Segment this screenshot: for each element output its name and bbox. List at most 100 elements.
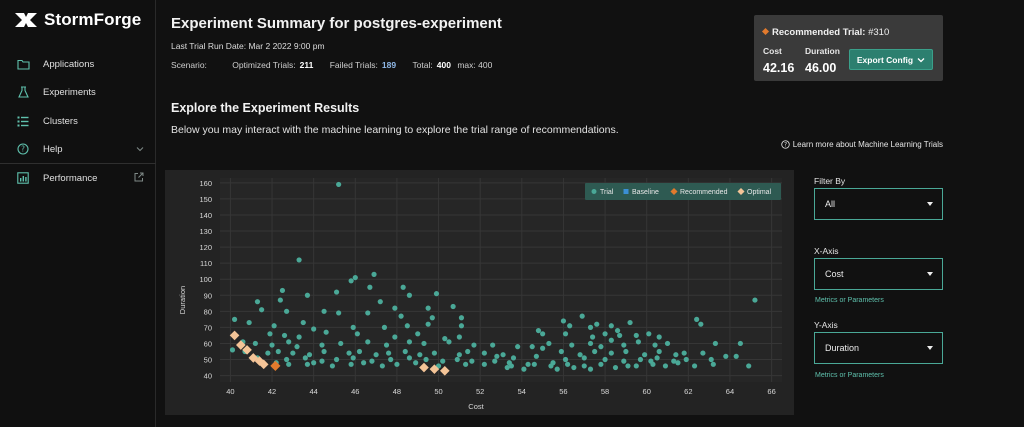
sidebar-item-clusters[interactable]: Clusters	[0, 109, 156, 133]
trial-point	[254, 299, 261, 305]
y-tick-label: 50	[204, 356, 212, 365]
recommended-trial-number: #310	[865, 27, 890, 38]
trial-point	[508, 363, 515, 369]
sidebar-item-help[interactable]: ? Help	[0, 137, 156, 161]
trial-point	[481, 361, 487, 367]
external-link-icon[interactable]	[134, 172, 144, 184]
trial-point	[279, 287, 286, 294]
trial-point	[633, 363, 639, 369]
filter-label: Filter By	[814, 176, 846, 186]
legend-marker	[623, 189, 629, 194]
caret-down-icon	[927, 202, 933, 206]
trial-point	[271, 323, 277, 329]
trial-point	[267, 331, 273, 337]
optimal-point	[236, 340, 246, 350]
trial-point	[350, 324, 356, 330]
x-tick-label: 64	[726, 387, 734, 396]
yaxis-label: Y-Axis	[814, 320, 838, 330]
trial-point	[560, 318, 567, 324]
trial-point	[562, 356, 569, 363]
x-tick-label: 46	[351, 387, 359, 396]
trial-point	[402, 348, 408, 355]
trial-point	[642, 352, 648, 358]
trial-point	[671, 358, 677, 364]
trial-point	[587, 340, 594, 347]
trial-point	[383, 342, 390, 348]
yaxis-metrics-link[interactable]: Metrics or Parameters	[815, 372, 884, 379]
xaxis-metrics-link[interactable]: Metrics or Parameters	[815, 297, 884, 304]
trial-point	[456, 334, 462, 340]
total-trials-label: Total:	[412, 60, 433, 70]
sidebar-item-performance[interactable]: Performance	[0, 166, 156, 190]
y-tick-label: 100	[199, 275, 212, 284]
flask-icon	[16, 85, 30, 99]
yaxis-select[interactable]: Duration	[814, 332, 943, 364]
trial-point	[356, 348, 363, 355]
trial-point	[654, 355, 660, 361]
trial-point	[415, 331, 421, 337]
trial-point	[712, 340, 718, 347]
trial-point	[612, 364, 619, 371]
trial-point	[373, 352, 379, 358]
trial-point	[269, 342, 275, 348]
trial-point	[469, 358, 475, 364]
scatter-chart-svg[interactable]: 40 50 60 70 80 90 100 110 120 130 140 150 160 40 42 44 4…	[165, 170, 794, 415]
x-tick-label: 44	[309, 387, 317, 396]
section-description: Below you may interact with the machine …	[171, 124, 619, 136]
legend-marker	[670, 187, 678, 196]
trial-point	[323, 329, 329, 335]
trial-point	[275, 348, 281, 355]
trial-point	[529, 344, 535, 350]
legend-box	[585, 183, 781, 200]
x-tick-label: 54	[518, 387, 526, 396]
trial-point	[421, 340, 427, 347]
chart-icon	[16, 171, 30, 185]
trial-point	[581, 355, 587, 361]
trial-point	[648, 358, 654, 364]
stormforge-logo-icon	[15, 13, 37, 27]
xaxis-select[interactable]: Cost	[814, 258, 943, 290]
section-title: Explore the Experiment Results	[171, 101, 360, 115]
trial-point	[354, 331, 360, 337]
learn-more-link[interactable]: ? Learn more about Machine Learning Tria…	[781, 140, 943, 149]
export-config-button[interactable]: Export Config	[849, 49, 933, 70]
trial-point	[733, 353, 739, 359]
sidebar-item-applications[interactable]: Applications	[0, 52, 156, 76]
trial-point	[425, 305, 431, 311]
y-axis-label: Duration	[178, 286, 187, 314]
trial-point	[338, 340, 344, 347]
trial-point	[311, 360, 317, 366]
trial-point	[569, 342, 575, 348]
trial-point	[336, 181, 342, 188]
trial-point	[598, 361, 604, 367]
legend-label: Recommended	[680, 189, 728, 196]
trial-point	[367, 284, 373, 290]
trial-point	[752, 297, 758, 303]
plot-area	[220, 178, 782, 382]
scatter-chart[interactable]: 40 50 60 70 80 90 100 110 120 130 140 150 160 40 42 44 4…	[165, 170, 794, 415]
recommended-diamond-icon	[761, 27, 770, 36]
trial-point	[617, 332, 623, 339]
trial-point	[656, 348, 662, 355]
trial-point	[577, 352, 583, 358]
duration-label: Duration	[805, 46, 840, 56]
filter-select[interactable]: All	[814, 188, 943, 220]
trial-point	[329, 363, 335, 369]
trial-point	[321, 308, 327, 314]
trial-point	[394, 361, 400, 367]
trial-point	[319, 342, 325, 348]
y-tick-label: 160	[199, 179, 212, 188]
trial-point	[265, 350, 271, 356]
trial-point	[608, 350, 614, 356]
trial-point	[737, 340, 743, 347]
optimal-point	[258, 359, 269, 370]
x-tick-label: 58	[601, 387, 609, 396]
trial-point	[319, 358, 325, 364]
export-config-label: Export Config	[856, 54, 914, 65]
legend-marker	[737, 187, 745, 196]
trial-point	[694, 316, 700, 322]
sidebar-item-experiments[interactable]: Experiments	[0, 80, 156, 104]
trial-point	[333, 289, 340, 295]
trial-point	[710, 361, 716, 367]
brand-logo[interactable]: StormForge	[14, 10, 141, 30]
